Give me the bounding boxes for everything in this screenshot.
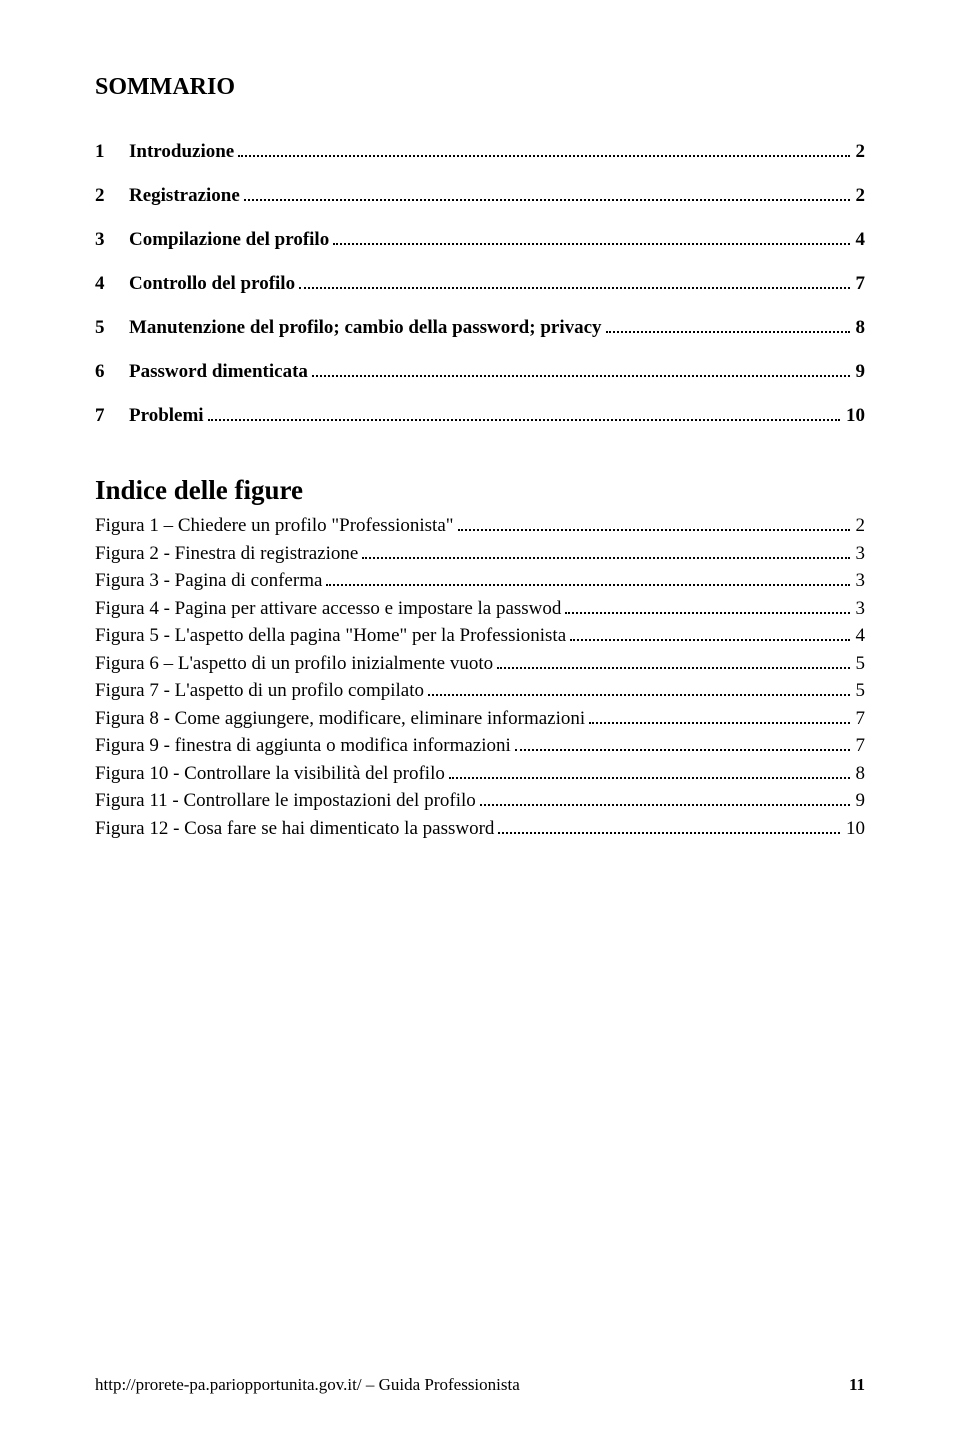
toc-number: 3 [95,229,129,251]
figure-page: 3 [854,595,866,623]
document-page: SOMMARIO 1 Introduzione 2 2 Registrazion… [0,0,960,1449]
toc-leader [244,190,850,201]
figure-entry: Figura 10 - Controllare la visibilità de… [95,760,865,788]
figure-leader [565,602,849,613]
footer-left: http://prorete-pa.pariopportunita.gov.it… [95,1375,520,1395]
figure-page: 3 [854,540,866,568]
toc-label: Problemi [129,405,204,427]
figure-page: 7 [854,705,866,733]
table-of-contents: 1 Introduzione 2 2 Registrazione 2 3 Com… [95,141,865,427]
footer-page-number: 11 [849,1375,865,1395]
figure-leader [515,740,850,751]
toc-number: 1 [95,141,129,163]
figure-label: Figura 1 – Chiedere un profilo "Professi… [95,512,454,540]
figure-label: Figura 12 - Cosa fare se hai dimenticato… [95,815,494,843]
toc-entry: 5 Manutenzione del profilo; cambio della… [95,317,865,339]
figure-entry: Figura 1 – Chiedere un profilo "Professi… [95,512,865,540]
toc-page: 8 [854,317,866,339]
figure-entry: Figura 4 - Pagina per attivare accesso e… [95,595,865,623]
toc-label: Controllo del profilo [129,273,295,295]
toc-page: 9 [854,361,866,383]
figure-label: Figura 6 – L'aspetto di un profilo inizi… [95,650,493,678]
figure-leader [480,795,850,806]
toc-label: Manutenzione del profilo; cambio della p… [129,317,602,339]
figure-label: Figura 2 - Finestra di registrazione [95,540,358,568]
figure-leader [362,547,849,558]
toc-leader [208,410,840,421]
figure-leader [589,712,849,723]
figure-label: Figura 5 - L'aspetto della pagina "Home"… [95,622,566,650]
toc-entry: 7 Problemi 10 [95,405,865,427]
toc-entry: 3 Compilazione del profilo 4 [95,229,865,251]
figure-entry: Figura 6 – L'aspetto di un profilo inizi… [95,650,865,678]
toc-number: 4 [95,273,129,295]
toc-label: Introduzione [129,141,234,163]
figure-label: Figura 11 - Controllare le impostazioni … [95,787,476,815]
list-of-figures: Figura 1 – Chiedere un profilo "Professi… [95,512,865,843]
toc-page: 4 [854,229,866,251]
figure-entry: Figura 12 - Cosa fare se hai dimenticato… [95,815,865,843]
figure-page: 4 [854,622,866,650]
toc-entry: 6 Password dimenticata 9 [95,361,865,383]
figure-page: 5 [854,677,866,705]
figure-label: Figura 10 - Controllare la visibilità de… [95,760,445,788]
figure-page: 9 [854,787,866,815]
page-title: SOMMARIO [95,74,865,101]
figure-label: Figura 7 - L'aspetto di un profilo compi… [95,677,424,705]
toc-leader [238,146,849,157]
figure-page: 10 [844,815,865,843]
figure-label: Figura 8 - Come aggiungere, modificare, … [95,705,585,733]
toc-page: 2 [854,185,866,207]
toc-entry: 2 Registrazione 2 [95,185,865,207]
figure-entry: Figura 11 - Controllare le impostazioni … [95,787,865,815]
figure-entry: Figura 3 - Pagina di conferma 3 [95,567,865,595]
toc-label: Compilazione del profilo [129,229,329,251]
figures-title: Indice delle figure [95,475,865,506]
page-footer: http://prorete-pa.pariopportunita.gov.it… [95,1375,865,1395]
figure-page: 8 [854,760,866,788]
figure-entry: Figura 5 - L'aspetto della pagina "Home"… [95,622,865,650]
figure-entry: Figura 9 - finestra di aggiunta o modifi… [95,732,865,760]
figure-page: 5 [854,650,866,678]
toc-leader [606,322,850,333]
toc-leader [312,366,850,377]
figure-leader [458,520,850,531]
toc-page: 10 [844,405,865,427]
figure-entry: Figura 8 - Come aggiungere, modificare, … [95,705,865,733]
figure-label: Figura 9 - finestra di aggiunta o modifi… [95,732,511,760]
figure-page: 2 [854,512,866,540]
figure-page: 3 [854,567,866,595]
figure-leader [428,685,849,696]
figure-leader [570,630,849,641]
toc-number: 7 [95,405,129,427]
toc-label: Registrazione [129,185,240,207]
figure-leader [449,768,850,779]
figure-entry: Figura 7 - L'aspetto di un profilo compi… [95,677,865,705]
figure-label: Figura 3 - Pagina di conferma [95,567,322,595]
toc-page: 2 [854,141,866,163]
figure-entry: Figura 2 - Finestra di registrazione 3 [95,540,865,568]
toc-page: 7 [854,273,866,295]
figure-leader [498,823,840,834]
toc-number: 5 [95,317,129,339]
figure-leader [326,575,849,586]
toc-leader [333,234,849,245]
toc-entry: 4 Controllo del profilo 7 [95,273,865,295]
toc-number: 6 [95,361,129,383]
toc-number: 2 [95,185,129,207]
toc-leader [299,278,849,289]
toc-label: Password dimenticata [129,361,308,383]
figure-leader [497,657,849,668]
figure-label: Figura 4 - Pagina per attivare accesso e… [95,595,561,623]
figure-page: 7 [854,732,866,760]
toc-entry: 1 Introduzione 2 [95,141,865,163]
